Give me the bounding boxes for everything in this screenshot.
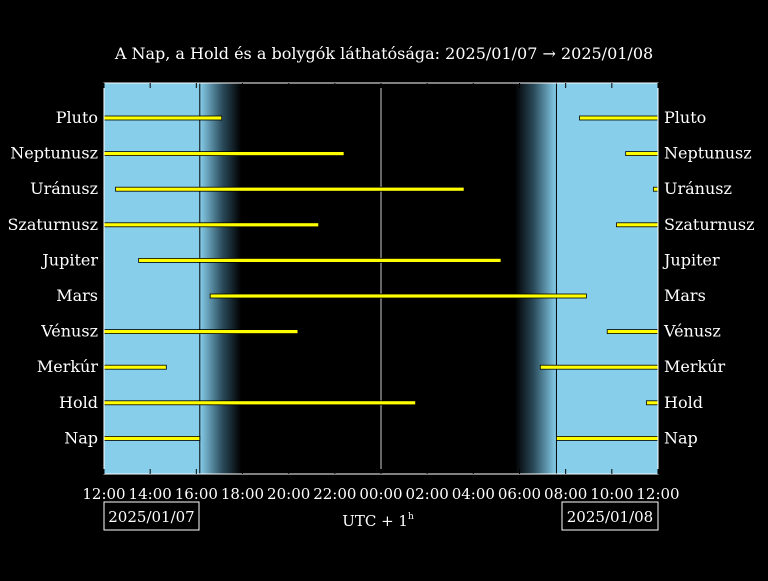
dusk-twilight <box>199 83 242 474</box>
bar-hold-1 <box>103 400 417 406</box>
left-label-pluto: Pluto <box>56 108 98 127</box>
chart-title: A Nap, a Hold és a bolygók láthatósága: … <box>114 44 653 63</box>
left-label-nap: Nap <box>64 428 98 447</box>
left-label-uránusz: Uránusz <box>30 179 98 198</box>
start-date-label: 2025/01/07 <box>108 508 194 526</box>
x-tick-label-5: 22:00 <box>313 485 356 503</box>
start-date-box: 2025/01/07 <box>103 501 200 531</box>
x-tick-label-6: 00:00 <box>359 485 402 503</box>
right-category-labels: Pluto Neptunusz Uránusz Szaturnusz Jupiter Ma… <box>662 108 755 447</box>
bar-nap-2 <box>556 435 659 441</box>
left-category-labels: Pluto Neptunusz Uránusz Szaturnusz Jupiter Ma… <box>7 108 98 447</box>
left-label-jupiter: Jupiter <box>40 250 98 269</box>
right-label-uránusz: Uránusz <box>664 179 732 198</box>
bar-merkúr-1 <box>103 364 167 370</box>
x-tick-label-11: 10:00 <box>590 485 633 503</box>
end-date-label: 2025/01/08 <box>567 508 653 526</box>
bar-uránusz-1 <box>115 186 465 192</box>
x-axis-label: UTC + 1h <box>342 512 414 530</box>
x-axis-label-text: UTC + 1 <box>342 512 408 530</box>
bar-szaturnusz-1 <box>103 222 320 228</box>
x-tick-label-8: 04:00 <box>452 485 495 503</box>
right-label-neptunusz: Neptunusz <box>664 144 752 163</box>
bar-pluto-1 <box>103 115 223 121</box>
bar-nap-1 <box>103 435 201 441</box>
bar-pluto-2 <box>579 115 659 121</box>
x-tick-label-7: 02:00 <box>406 485 449 503</box>
left-label-vénusz: Vénusz <box>40 322 98 341</box>
bar-jupiter-1 <box>138 257 502 263</box>
left-label-neptunusz: Neptunusz <box>10 144 98 163</box>
left-label-mars: Mars <box>56 286 98 305</box>
x-tick-label-0: 12:00 <box>82 485 125 503</box>
right-label-hold: Hold <box>664 393 703 412</box>
bar-merkúr-2 <box>539 364 659 370</box>
plot-background <box>104 83 658 474</box>
x-tick-label-9: 06:00 <box>498 485 541 503</box>
x-tick-label-12: 12:00 <box>636 485 679 503</box>
bar-mars-1 <box>209 293 587 299</box>
x-tick-label-4: 20:00 <box>267 485 310 503</box>
bar-uránusz-2 <box>652 186 659 192</box>
left-label-szaturnusz: Szaturnusz <box>7 215 98 234</box>
day-region-evening <box>104 83 200 474</box>
plot-frame <box>103 82 659 475</box>
left-label-merkúr: Merkúr <box>37 357 99 376</box>
bar-hold-2 <box>646 400 659 406</box>
bar-vénusz-2 <box>606 329 659 335</box>
dawn-twilight <box>514 83 557 474</box>
right-label-vénusz: Vénusz <box>663 322 721 341</box>
end-date-box: 2025/01/08 <box>561 501 659 531</box>
x-tick-labels: 12:00 14:00 16:00 18:00 20:00 22:00 00:00 02:00… <box>82 485 679 503</box>
right-label-jupiter: Jupiter <box>662 250 720 269</box>
right-label-merkúr: Merkúr <box>664 357 726 376</box>
x-tick-label-2: 16:00 <box>175 485 218 503</box>
right-label-mars: Mars <box>664 286 706 305</box>
bar-neptunusz-2 <box>625 151 659 157</box>
bar-szaturnusz-2 <box>616 222 659 228</box>
right-label-nap: Nap <box>664 428 698 447</box>
day-region-morning <box>556 83 658 474</box>
right-label-szaturnusz: Szaturnusz <box>664 215 755 234</box>
bar-neptunusz-1 <box>103 151 345 157</box>
left-label-hold: Hold <box>59 393 98 412</box>
visibility-bars <box>103 115 659 441</box>
x-axis-label-superscript: h <box>408 512 414 522</box>
bar-vénusz-1 <box>103 329 299 335</box>
x-tick-label-1: 14:00 <box>129 485 172 503</box>
right-label-pluto: Pluto <box>664 108 706 127</box>
x-tick-label-3: 18:00 <box>221 485 264 503</box>
x-tick-label-10: 08:00 <box>544 485 587 503</box>
